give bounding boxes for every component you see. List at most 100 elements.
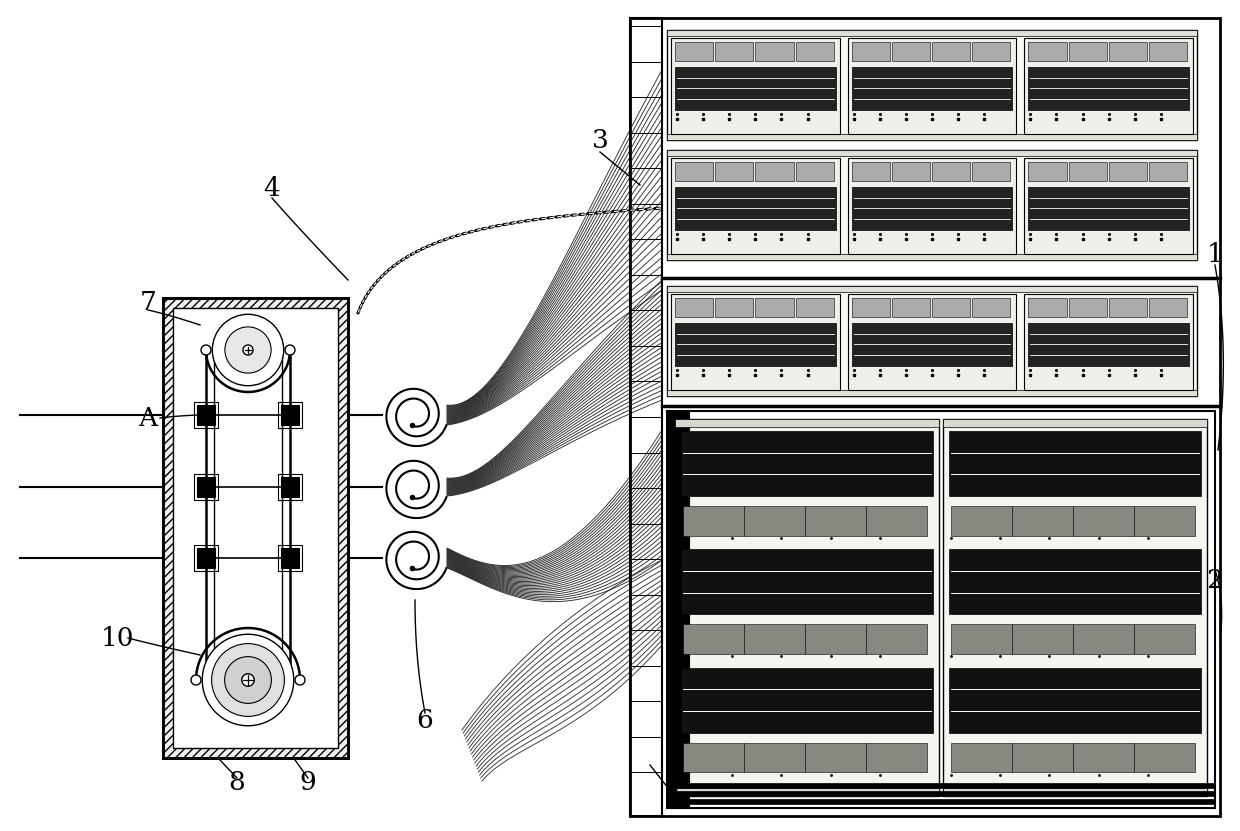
Bar [852,322,1012,366]
Bar [1135,743,1194,772]
Text: 8: 8 [228,770,246,794]
Bar [683,506,744,535]
Bar [667,411,689,808]
Bar [1028,322,1189,366]
Bar [866,506,926,535]
Bar [972,42,1011,61]
Text: 6: 6 [417,707,433,732]
Circle shape [285,345,295,355]
Bar [1012,506,1073,535]
Text: 3: 3 [591,127,609,153]
Bar [667,150,1197,156]
Bar [281,405,299,425]
Bar [1073,624,1133,654]
Bar [667,134,1197,140]
Bar [848,158,1017,254]
Bar [892,298,930,317]
Circle shape [212,314,284,386]
Circle shape [202,634,294,725]
Text: 10: 10 [102,626,135,651]
Bar [630,18,1220,816]
Bar [949,431,1202,496]
Bar [852,298,890,317]
Bar [1109,298,1147,317]
Bar [278,402,303,428]
Bar [281,548,299,568]
Bar [667,411,1215,808]
Bar [1148,162,1187,181]
Bar [1028,162,1066,181]
Bar [667,30,1197,36]
Bar [932,298,970,317]
Bar [1024,38,1193,134]
Bar [852,162,890,181]
Bar [197,477,215,497]
Bar [796,298,833,317]
Circle shape [191,675,201,685]
Bar [667,286,1197,292]
Bar [667,799,1215,804]
Bar [193,474,218,500]
Bar [715,42,754,61]
Bar [681,667,932,733]
Bar [675,419,939,427]
Bar [972,298,1011,317]
Circle shape [242,674,254,686]
Circle shape [224,656,272,703]
Bar [278,545,303,571]
Bar [1028,42,1066,61]
Bar [675,419,939,796]
Bar [281,477,299,497]
Bar [949,667,1202,733]
Bar [1073,506,1133,535]
Bar [942,419,1207,427]
Bar [683,743,744,772]
Bar [805,624,866,654]
Bar [848,38,1017,134]
Bar [1069,42,1106,61]
Bar [1024,158,1193,254]
Bar [866,624,926,654]
Circle shape [243,345,253,355]
Bar [278,474,303,500]
Bar [1073,743,1133,772]
Bar [162,298,348,758]
Text: 9: 9 [300,770,316,794]
Bar [852,42,890,61]
Bar [715,298,754,317]
Bar [193,402,218,428]
Bar [197,405,215,425]
Circle shape [224,327,272,373]
Bar [193,545,218,571]
Bar [744,743,805,772]
Bar [942,788,1207,796]
Bar [796,42,833,61]
Bar [671,294,839,390]
Bar [805,506,866,535]
Bar [1012,743,1073,772]
Bar [1135,506,1194,535]
Bar [932,162,970,181]
Text: 2: 2 [1207,568,1224,593]
Bar [675,66,836,110]
Bar [197,548,215,568]
Bar [852,187,1012,230]
Bar [1109,42,1147,61]
Bar [162,298,348,758]
Bar [942,419,1207,796]
Bar [951,624,1012,654]
Bar [667,791,1215,796]
Bar [675,322,836,366]
Bar [1109,162,1147,181]
Bar [1028,187,1189,230]
Bar [892,42,930,61]
Bar [972,162,1011,181]
Bar [1148,42,1187,61]
Bar [949,549,1202,614]
Bar [1012,624,1073,654]
Bar [805,743,866,772]
Bar [1028,66,1189,110]
Bar [932,42,970,61]
Bar [683,624,744,654]
Bar [796,162,833,181]
